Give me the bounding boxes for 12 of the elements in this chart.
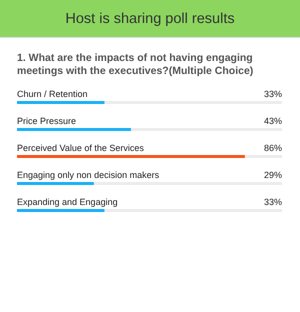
data-label: 33%	[264, 197, 282, 207]
y-tick-label: Engaging only non decision makers	[17, 170, 160, 180]
chart-subtitle: 1. What are the impacts of not having engaging meetings with the executives?(Multiple Choice)	[17, 52, 254, 77]
y-tick-label: Churn / Retention	[17, 89, 88, 99]
data-label: 43%	[264, 116, 282, 126]
y-tick-label: Perceived Value of the Services	[17, 143, 144, 153]
data-label: 86%	[264, 143, 282, 153]
data-label: 29%	[264, 170, 282, 180]
chart-title: Host is sharing poll results	[65, 11, 235, 27]
data-label: 33%	[264, 89, 282, 99]
y-tick-label: Expanding and Engaging	[17, 197, 118, 207]
y-tick-label: Price Pressure	[17, 116, 76, 126]
